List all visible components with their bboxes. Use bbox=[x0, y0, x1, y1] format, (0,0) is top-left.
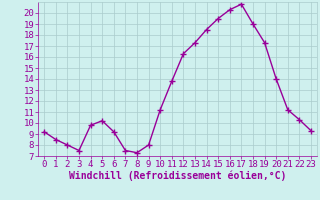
X-axis label: Windchill (Refroidissement éolien,°C): Windchill (Refroidissement éolien,°C) bbox=[69, 171, 286, 181]
